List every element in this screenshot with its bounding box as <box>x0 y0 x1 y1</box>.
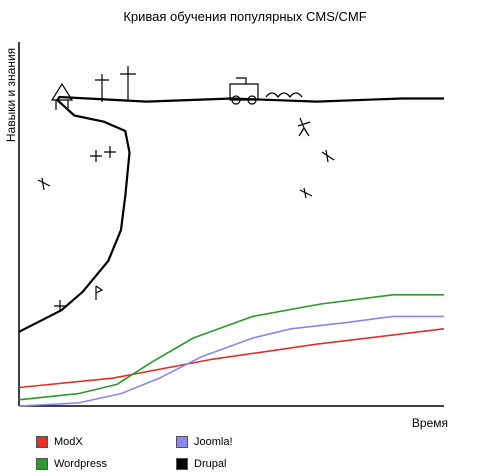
legend-item-joomla: Joomla! <box>176 436 233 448</box>
tractor-doodle <box>229 77 259 101</box>
legend-item-modx: ModX <box>36 436 83 448</box>
x-axis-label: Время <box>411 416 448 430</box>
axes <box>18 42 444 407</box>
legend: ModX Joomla! Wordpress Drupal <box>36 436 476 472</box>
rubble-doodle <box>265 92 303 98</box>
series-line-joomla <box>18 315 444 407</box>
legend-swatch-wordpress <box>36 458 48 470</box>
legend-swatch-joomla <box>176 436 188 448</box>
legend-item-drupal: Drupal <box>176 458 226 470</box>
falling-figure-4 <box>37 177 51 191</box>
legend-item-wordpress: Wordpress <box>36 458 107 470</box>
legend-swatch-modx <box>36 436 48 448</box>
falling-figure-2 <box>321 149 335 163</box>
legend-label-wordpress: Wordpress <box>54 458 107 470</box>
legend-label-joomla: Joomla! <box>194 436 233 448</box>
climber-figure-2 <box>104 146 116 158</box>
flag-doodle <box>95 285 104 300</box>
falling-figure-3 <box>299 187 313 199</box>
chart-title: Кривая обучения популярных CMS/CMF <box>123 9 367 24</box>
climber-figure-1 <box>90 150 102 162</box>
legend-label-modx: ModX <box>54 436 83 448</box>
series-layer <box>18 95 445 407</box>
series-line-drupal <box>18 95 444 333</box>
cross-doodle-2 <box>120 66 136 102</box>
house-doodle <box>50 82 74 110</box>
cross-doodle-1 <box>95 74 109 102</box>
legend-swatch-drupal <box>176 458 188 470</box>
falling-figure-1 <box>297 117 311 137</box>
tractor-wheel <box>247 95 257 105</box>
tractor-wheel <box>231 95 241 105</box>
series-line-wordpress <box>18 293 444 401</box>
legend-label-drupal: Drupal <box>194 458 227 470</box>
series-line-modx <box>18 328 445 389</box>
cliff-doodles <box>37 66 335 312</box>
climber-figure-3 <box>54 300 66 312</box>
